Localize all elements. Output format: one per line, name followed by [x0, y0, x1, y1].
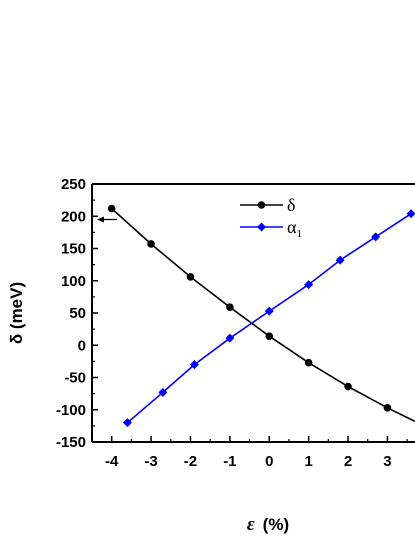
x-tick-label: 1: [304, 453, 312, 470]
tick-marks: [92, 183, 408, 443]
data-point: [147, 240, 155, 248]
y-tick-label: -150: [56, 434, 86, 451]
series-layer: [107, 204, 415, 428]
x-tick-label: -3: [144, 453, 157, 470]
legend-marker: [257, 222, 266, 232]
y-tick-label: 150: [61, 241, 86, 258]
data-point: [264, 306, 274, 316]
tick-labels: -150 -100 -50 0 50 100 150 200 250 -4 -3 -2 -1 0 1 2 3: [56, 176, 392, 470]
x-tick-label: -4: [105, 453, 119, 470]
data-point: [406, 209, 415, 219]
legend: δα1: [240, 195, 302, 240]
x-axis-symbol: ε: [247, 514, 255, 535]
legend-subscript: 1: [296, 228, 302, 240]
y-tick-label: 50: [69, 305, 86, 322]
y-tick-label: 100: [61, 273, 86, 290]
data-point: [265, 332, 274, 341]
y-tick-label: 250: [61, 176, 86, 193]
series-line: [126, 213, 412, 424]
x-tick-label: -2: [184, 453, 197, 470]
data-point: [226, 303, 234, 311]
data-point: [225, 333, 235, 343]
data-point: [335, 255, 345, 265]
legend-item: α1: [240, 217, 302, 240]
series-2: [122, 209, 415, 428]
data-point: [371, 232, 381, 242]
annotation: [97, 216, 117, 223]
series-1: [107, 204, 415, 423]
x-axis-label: ε (%): [247, 514, 289, 535]
data-point: [383, 404, 392, 412]
data-point: [107, 204, 116, 213]
y-tick-label: -100: [56, 402, 86, 419]
x-tick-label: -1: [223, 453, 236, 470]
x-tick-label: 2: [344, 453, 352, 470]
data-point: [189, 360, 199, 370]
legend-label: δ: [287, 195, 295, 215]
legend-marker: [257, 201, 266, 209]
x-tick-label: 3: [383, 453, 391, 470]
legend-label: α1: [287, 217, 302, 240]
data-point: [186, 273, 195, 281]
legend-item: δ: [240, 195, 295, 215]
data-point: [122, 418, 132, 428]
data-point: [344, 382, 352, 391]
axes-frame: [91, 183, 415, 443]
data-point: [158, 387, 168, 397]
y-tick-label: 200: [61, 208, 86, 225]
x-axis-unit: (%): [263, 515, 289, 534]
y-axis-label: δ (meV): [7, 282, 26, 344]
annotation-arrow-head: [97, 216, 104, 223]
data-point: [304, 280, 314, 290]
data-point: [304, 358, 313, 367]
y-tick-label: -50: [64, 370, 86, 387]
y-tick-label: 0: [78, 337, 86, 354]
x-tick-label: 0: [265, 453, 273, 470]
